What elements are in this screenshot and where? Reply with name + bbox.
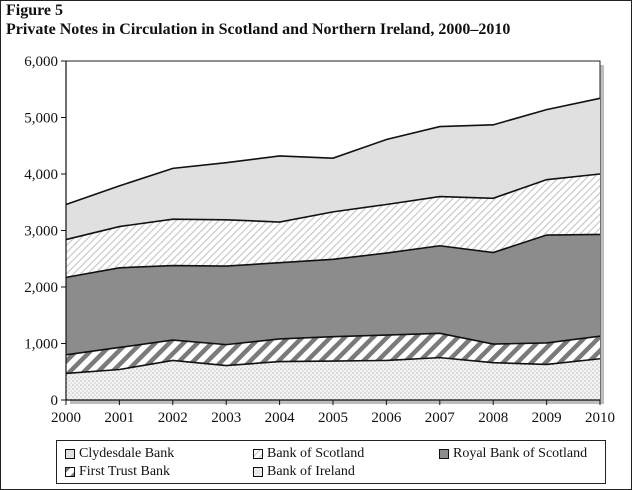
x-tick-label: 2007 bbox=[425, 410, 456, 426]
series-areas bbox=[66, 98, 600, 400]
x-tick-label: 2006 bbox=[371, 410, 402, 426]
y-tick-label: 5,000 bbox=[24, 111, 58, 127]
series-lines bbox=[65, 97, 601, 375]
swatch-bank-of-scotland bbox=[253, 449, 263, 459]
x-tick-label: 2008 bbox=[478, 410, 508, 426]
line-bank-of-ireland bbox=[65, 356, 601, 375]
x-tick-label: 2003 bbox=[211, 410, 241, 426]
legend-label: First Trust Bank bbox=[79, 464, 171, 479]
x-tick-label: 2001 bbox=[104, 410, 134, 426]
y-tick-label: 0 bbox=[51, 393, 59, 409]
area-clydesdale-bank bbox=[66, 98, 600, 240]
area-royal-bank-of-scotland bbox=[66, 234, 600, 355]
y-tick-label: 6,000 bbox=[24, 54, 58, 70]
x-tick-label: 2005 bbox=[318, 410, 348, 426]
y-ticks: 0 1,000 2,000 3,000 4,000 5,000 6,000 bbox=[24, 54, 66, 409]
area-bank-of-ireland bbox=[66, 357, 600, 400]
legend-label: Bank of Scotland bbox=[267, 446, 365, 461]
legend: Clydesdale Bank Bank of Scotland Royal B… bbox=[56, 440, 606, 484]
chart-title: Private Notes in Circulation in Scotland… bbox=[6, 21, 511, 38]
line-first-trust-bank bbox=[65, 332, 601, 356]
swatch-first-trust bbox=[65, 467, 75, 477]
y-tick-label: 3,000 bbox=[24, 224, 58, 240]
area-bank-of-scotland bbox=[66, 174, 600, 278]
swatch-royal-bank bbox=[439, 449, 449, 459]
legend-label: Clydesdale Bank bbox=[79, 446, 175, 461]
x-tick-label: 2004 bbox=[265, 410, 296, 426]
y-tick-label: 1,000 bbox=[24, 337, 58, 353]
legend-label: Bank of Ireland bbox=[267, 464, 355, 479]
x-tick-label: 2002 bbox=[158, 410, 188, 426]
figure-label: Figure 5 bbox=[6, 2, 64, 19]
x-tick-label: 2010 bbox=[585, 410, 615, 426]
area-first-trust-bank bbox=[66, 333, 600, 374]
legend-label: Royal Bank of Scotland bbox=[453, 446, 588, 461]
line-clydesdale-bank bbox=[65, 97, 601, 206]
x-tick-label: 2009 bbox=[532, 410, 562, 426]
swatch-clydesdale bbox=[65, 449, 75, 459]
swatch-bank-of-ireland bbox=[253, 467, 263, 477]
line-royal-bank-of-scotland bbox=[65, 233, 601, 279]
y-tick-label: 4,000 bbox=[24, 167, 58, 183]
x-tick-label: 2000 bbox=[51, 410, 81, 426]
y-tick-label: 2,000 bbox=[24, 280, 58, 296]
x-ticks: 2000 2001 2002 2003 2004 2005 2006 2007 2008 2009… bbox=[51, 400, 615, 426]
area-chart: 0 1,000 2,000 3,000 4,000 5,000 6,000 2000 2001… bbox=[24, 54, 615, 426]
line-bank-of-scotland bbox=[65, 173, 601, 241]
